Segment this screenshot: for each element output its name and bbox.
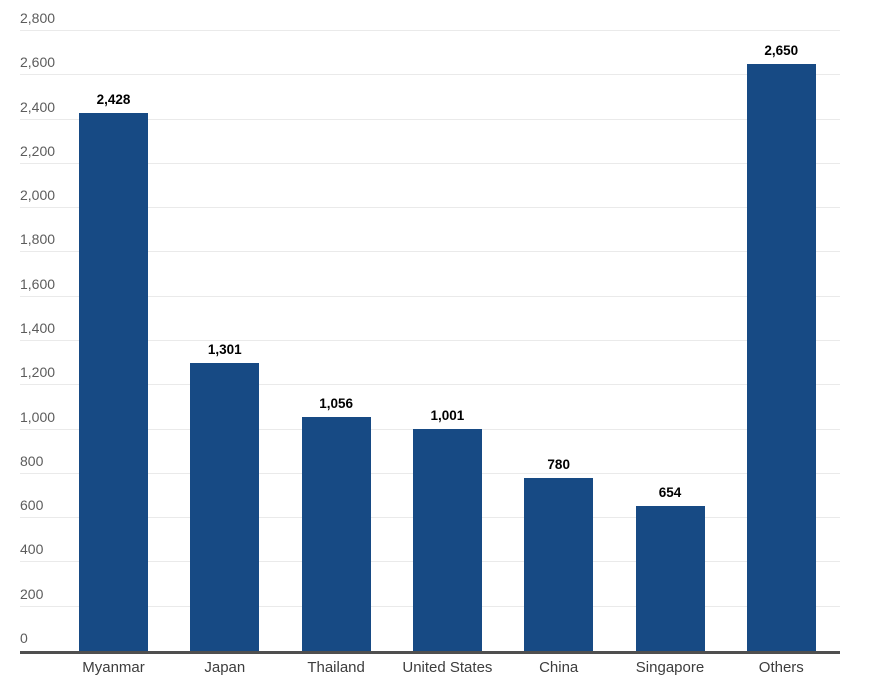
y-axis-tick-label: 2,800 <box>20 10 56 26</box>
x-axis-category-label: China <box>539 659 579 676</box>
gridline <box>20 118 840 120</box>
y-axis-tick-label: 200 <box>20 585 44 602</box>
y-axis-tick-label: 2,000 <box>20 187 56 204</box>
bar-value-label: 654 <box>658 485 682 501</box>
y-axis-tick-label: 800 <box>20 452 44 469</box>
gridline <box>20 295 840 297</box>
bar-others[interactable] <box>746 64 816 651</box>
y-axis-tick-label: 0 <box>20 630 28 646</box>
y-axis-tick-label: 1,000 <box>20 408 56 425</box>
gridline <box>20 384 840 386</box>
y-axis-tick-label: 1,400 <box>20 320 56 336</box>
y-axis-tick-label: 1,200 <box>20 364 56 381</box>
bar-singapore[interactable] <box>635 506 705 651</box>
x-axis-baseline <box>20 651 840 654</box>
bar-value-label: 2,428 <box>96 92 131 108</box>
x-axis-category-label: Myanmar <box>82 659 145 676</box>
y-axis-tick-label: 2,200 <box>20 142 56 159</box>
y-axis-tick-label: 600 <box>20 497 44 514</box>
x-axis-category-label: Singapore <box>635 659 705 676</box>
x-axis-category-label: Others <box>758 659 804 676</box>
bar-value-label: 1,056 <box>319 396 353 412</box>
bar-myanmar[interactable] <box>79 113 148 651</box>
gridline <box>20 162 840 164</box>
gridline <box>20 428 840 430</box>
x-axis-category-label: Thailand <box>307 659 365 676</box>
bar-value-label: 780 <box>547 457 570 473</box>
bar-thailand[interactable] <box>301 417 371 651</box>
x-axis-category-label: United States <box>402 659 493 676</box>
y-axis-tick-label: 2,400 <box>20 98 56 115</box>
x-axis-category-label: Japan <box>204 659 246 676</box>
gridline <box>20 251 840 253</box>
plot-area: 0 200 400 600 800 1,000 1,200 1,400 1,600 1,800 2,… <box>20 11 840 676</box>
y-axis-tick-label: 400 <box>20 541 44 558</box>
bar-value-label: 2,650 <box>764 43 799 59</box>
gridline <box>20 30 840 31</box>
bar-united-states[interactable] <box>412 429 482 651</box>
gridline <box>20 74 840 76</box>
y-axis-tick-label: 2,600 <box>20 54 56 71</box>
gridline <box>20 340 840 341</box>
y-axis-tick-label: 1,600 <box>20 275 56 292</box>
bar-value-label: 1,001 <box>430 408 465 424</box>
bar-china[interactable] <box>524 478 594 651</box>
y-axis-tick-label: 1,800 <box>20 231 56 248</box>
gridline <box>20 207 840 209</box>
bar-japan[interactable] <box>190 362 260 651</box>
bar-value-label: 1,301 <box>207 341 242 357</box>
